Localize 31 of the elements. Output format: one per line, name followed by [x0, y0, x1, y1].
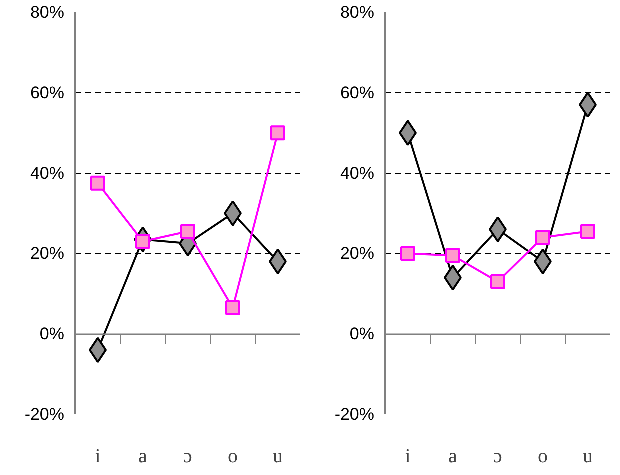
- point: [490, 274, 506, 290]
- point: [446, 248, 460, 264]
- x-tick-label: u: [583, 446, 593, 468]
- y-tick-label: 20%: [340, 244, 375, 264]
- point: [536, 230, 550, 246]
- x-tick-label: a: [138, 446, 148, 468]
- y-tick-label: 80%: [30, 3, 65, 22]
- point: [580, 224, 596, 240]
- y-tick-label: -20%: [334, 405, 374, 424]
- point: [400, 246, 416, 262]
- x-tick-label: u: [273, 446, 283, 468]
- point: [226, 300, 240, 316]
- point: [270, 126, 286, 141]
- point: [90, 176, 106, 191]
- x-tick-label: o: [538, 446, 548, 468]
- x-tick-label: o: [228, 446, 238, 468]
- y-tick-label: 40%: [340, 164, 375, 183]
- x-tick-label: ɔ: [184, 446, 193, 468]
- point: [180, 224, 196, 240]
- y-tick-label: -20%: [24, 405, 64, 424]
- y-tick-label: 60%: [30, 83, 65, 102]
- x-tick-label: ɔ: [494, 446, 503, 468]
- y-tick-label: 20%: [30, 244, 65, 264]
- y-tick-label: 60%: [340, 83, 375, 102]
- y-tick-label: 0%: [350, 324, 375, 344]
- x-tick-label: i: [405, 446, 412, 468]
- y-tick-label: 40%: [30, 164, 65, 183]
- x-tick-label: i: [95, 446, 102, 468]
- y-tick-label: 0%: [40, 324, 65, 344]
- y-tick-label: 80%: [340, 3, 375, 22]
- x-tick-label: a: [448, 446, 458, 468]
